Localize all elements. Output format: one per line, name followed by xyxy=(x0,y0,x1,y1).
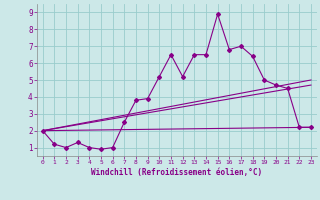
X-axis label: Windchill (Refroidissement éolien,°C): Windchill (Refroidissement éolien,°C) xyxy=(91,168,262,177)
